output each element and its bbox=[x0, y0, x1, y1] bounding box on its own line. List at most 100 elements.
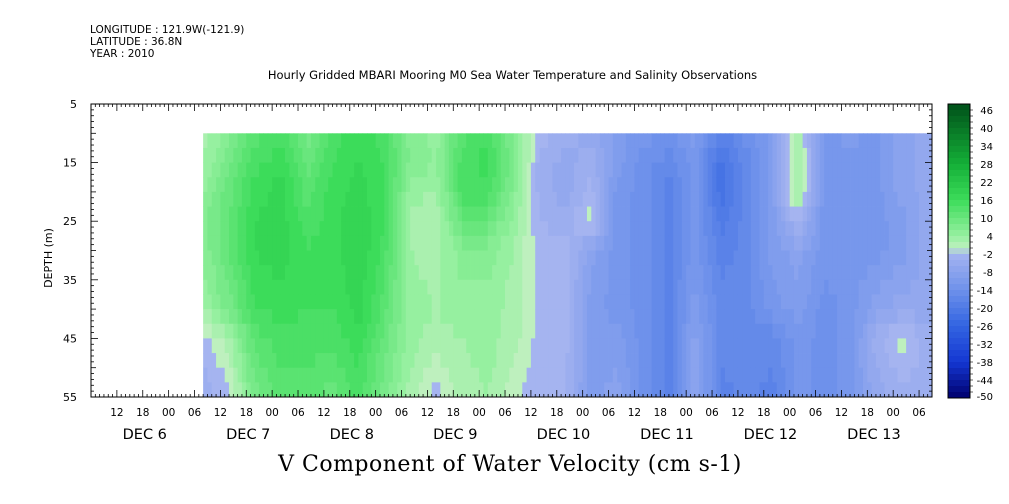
heatmap-cell bbox=[793, 177, 799, 193]
heatmap-cell bbox=[302, 367, 308, 383]
heatmap-cell bbox=[237, 133, 243, 149]
heatmap-cell bbox=[211, 133, 217, 149]
heatmap-cell bbox=[543, 279, 549, 295]
heatmap-cell bbox=[712, 147, 717, 163]
heatmap-cell bbox=[289, 353, 295, 369]
heatmap-cell bbox=[319, 235, 325, 251]
heatmap-cell bbox=[401, 367, 407, 383]
heatmap-cell bbox=[345, 177, 351, 193]
heatmap-cell bbox=[599, 382, 605, 398]
heatmap-cell bbox=[837, 382, 842, 398]
heatmap-cell bbox=[673, 221, 678, 237]
heatmap-cell bbox=[556, 221, 562, 237]
heatmap-cell bbox=[423, 367, 428, 383]
heatmap-cell bbox=[755, 338, 760, 354]
heatmap-cell bbox=[336, 279, 342, 295]
heatmap-cell bbox=[716, 323, 722, 339]
heatmap-cell bbox=[526, 353, 532, 369]
heatmap-cell bbox=[397, 162, 402, 178]
heatmap-cell bbox=[673, 294, 678, 310]
heatmap-cell bbox=[543, 265, 549, 281]
heatmap-cell bbox=[724, 382, 730, 398]
heatmap-cell bbox=[867, 147, 873, 163]
heatmap-cell bbox=[785, 177, 791, 193]
heatmap-cell bbox=[673, 133, 678, 149]
heatmap-cell bbox=[750, 206, 756, 222]
heatmap-cell bbox=[578, 221, 584, 237]
heatmap-cell bbox=[474, 162, 480, 178]
x-hour-label: 06 bbox=[602, 407, 616, 419]
heatmap-cell bbox=[703, 279, 709, 295]
heatmap-cell bbox=[923, 279, 929, 295]
heatmap-cell bbox=[785, 309, 791, 325]
heatmap-cell bbox=[595, 221, 601, 237]
heatmap-cell bbox=[285, 382, 290, 398]
heatmap-cell bbox=[371, 177, 377, 193]
heatmap-cell bbox=[582, 162, 588, 178]
heatmap-cell bbox=[798, 265, 804, 281]
heatmap-cell bbox=[763, 265, 769, 281]
heatmap-cell bbox=[763, 338, 769, 354]
heatmap-cell bbox=[500, 279, 506, 295]
heatmap-cell bbox=[578, 147, 584, 163]
heatmap-cell bbox=[362, 250, 368, 266]
heatmap-cell bbox=[832, 162, 838, 178]
heatmap-cell bbox=[246, 367, 251, 383]
heatmap-cell bbox=[789, 162, 795, 178]
heatmap-cell bbox=[427, 147, 433, 163]
heatmap-cell bbox=[750, 382, 756, 398]
heatmap-cell bbox=[811, 382, 816, 398]
heatmap-cell bbox=[345, 367, 351, 383]
heatmap-cell bbox=[746, 177, 752, 193]
heatmap-cell bbox=[280, 309, 286, 325]
heatmap-cell bbox=[746, 133, 752, 149]
heatmap-cell bbox=[824, 191, 829, 207]
heatmap-cell bbox=[854, 323, 860, 339]
heatmap-cell bbox=[638, 191, 644, 207]
heatmap-cell bbox=[828, 133, 834, 149]
heatmap-cell bbox=[436, 133, 441, 149]
heatmap-cell bbox=[254, 191, 260, 207]
heatmap-cell bbox=[405, 250, 411, 266]
heatmap-cell bbox=[815, 221, 821, 237]
colorbar-label: 10 bbox=[980, 214, 993, 225]
heatmap-cell bbox=[660, 265, 665, 281]
heatmap-cell bbox=[319, 162, 325, 178]
heatmap-cell bbox=[341, 221, 346, 237]
heatmap-cell bbox=[250, 147, 256, 163]
heatmap-cell bbox=[310, 191, 316, 207]
heatmap-cell bbox=[423, 250, 428, 266]
heatmap-cell bbox=[328, 279, 333, 295]
heatmap-cell bbox=[474, 294, 480, 310]
heatmap-cell bbox=[919, 133, 924, 149]
heatmap-cell bbox=[845, 235, 851, 251]
heatmap-cell bbox=[781, 353, 786, 369]
heatmap-cell bbox=[716, 133, 722, 149]
heatmap-cell bbox=[608, 147, 614, 163]
heatmap-cell bbox=[888, 353, 894, 369]
heatmap-cell bbox=[699, 250, 704, 266]
heatmap-cell bbox=[448, 221, 454, 237]
heatmap-cell bbox=[418, 133, 424, 149]
heatmap-cell bbox=[207, 323, 213, 339]
heatmap-cell bbox=[332, 191, 338, 207]
heatmap-cell bbox=[906, 221, 911, 237]
heatmap-cell bbox=[789, 147, 795, 163]
heatmap-cell bbox=[423, 147, 428, 163]
heatmap-cell bbox=[453, 177, 458, 193]
heatmap-cell bbox=[703, 265, 709, 281]
heatmap-cell bbox=[673, 382, 678, 398]
heatmap-cell bbox=[901, 191, 907, 207]
heatmap-cell bbox=[828, 147, 834, 163]
heatmap-cell bbox=[487, 250, 493, 266]
heatmap-cell bbox=[690, 235, 696, 251]
heatmap-cell bbox=[479, 279, 484, 295]
heatmap-cell bbox=[884, 133, 890, 149]
heatmap-cell bbox=[746, 367, 752, 383]
heatmap-cell bbox=[405, 353, 411, 369]
heatmap-cell bbox=[332, 177, 338, 193]
heatmap-cells bbox=[203, 133, 933, 398]
heatmap-cell bbox=[526, 133, 532, 149]
heatmap-cell bbox=[522, 133, 527, 149]
heatmap-cell bbox=[323, 235, 329, 251]
